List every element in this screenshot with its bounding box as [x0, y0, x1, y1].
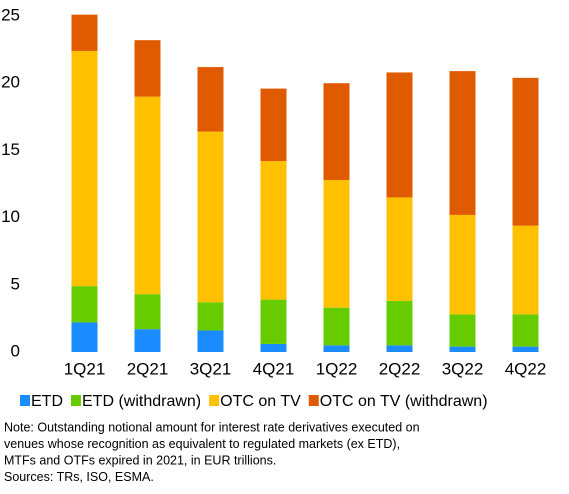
bar-segment [449, 346, 476, 352]
bar-segment [323, 345, 350, 352]
x-tick-label: 2Q22 [379, 359, 421, 378]
legend-swatch [308, 395, 319, 406]
note-line: venues whose recognition as equivalent t… [4, 437, 400, 451]
bar-segment [260, 343, 287, 352]
legend-swatch [71, 395, 81, 406]
bar-segment [260, 299, 287, 344]
y-tick-label: 0 [11, 341, 20, 360]
bar-segment [71, 50, 98, 287]
bar-segment [512, 77, 539, 226]
legend-label: OTC on TV [220, 393, 301, 410]
bar-segment [512, 225, 539, 315]
x-tick-label: 1Q22 [316, 359, 358, 378]
legend-label: OTC on TV (withdrawn) [320, 393, 488, 410]
bar-segment [197, 330, 224, 352]
x-tick-label: 2Q21 [127, 359, 169, 378]
x-tick-label: 4Q21 [253, 359, 295, 378]
y-tick-label: 20 [1, 73, 20, 92]
y-tick-label: 25 [1, 5, 20, 24]
bar-segment [323, 83, 350, 180]
note-line: Sources: TRs, ISO, ESMA. [4, 470, 154, 484]
bar-segment [260, 161, 287, 300]
bar-segment [386, 72, 413, 198]
bar-segment [71, 14, 98, 51]
bar-segment [386, 197, 413, 301]
bar-segment [449, 71, 476, 215]
legend-swatch [20, 395, 30, 406]
bar-segment [260, 88, 287, 162]
bar-segment [449, 314, 476, 347]
y-tick-label: 15 [1, 140, 20, 159]
bar-segment [197, 67, 224, 132]
bar-segment [134, 96, 161, 295]
y-tick-label: 10 [1, 207, 20, 226]
note-line: Note: Outstanding notional amount for in… [4, 420, 420, 434]
x-tick-label: 4Q22 [505, 359, 547, 378]
x-tick-label: 3Q21 [190, 359, 232, 378]
bar-segment [512, 314, 539, 347]
bar-segment [134, 40, 161, 97]
bar-segment [386, 300, 413, 346]
bar-segment [512, 346, 539, 352]
bar-segment [134, 329, 161, 352]
x-tick-label: 1Q21 [64, 359, 106, 378]
bar-segment [71, 286, 98, 323]
legend-label: ETD (withdrawn) [82, 393, 201, 410]
note-line: MTFs and OTFs expired in 2021, in EUR tr… [4, 453, 276, 467]
bar-segment [323, 179, 350, 308]
bar-segment [197, 302, 224, 331]
bar-segment [134, 294, 161, 330]
bar-segment [449, 214, 476, 315]
legend-swatch [209, 395, 220, 406]
legend-label: ETD [31, 393, 63, 410]
bar-segment [71, 322, 98, 352]
x-tick-label: 3Q22 [442, 359, 484, 378]
bar-segment [323, 307, 350, 346]
bar-segment [197, 131, 224, 303]
bar-segment [386, 345, 413, 352]
y-tick-label: 5 [11, 274, 20, 293]
